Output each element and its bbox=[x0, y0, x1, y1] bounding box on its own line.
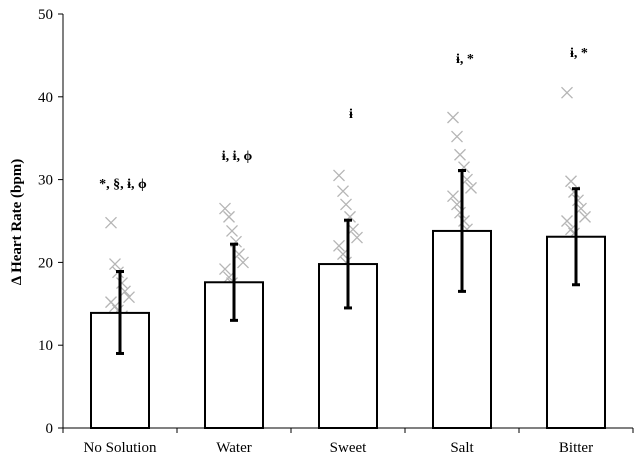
data-point-marker bbox=[458, 215, 470, 227]
data-point-marker bbox=[451, 130, 463, 143]
data-point-marker bbox=[226, 224, 238, 237]
data-point-marker bbox=[465, 181, 477, 194]
data-point-marker bbox=[333, 169, 345, 182]
significance-annotation: *, §, ɨ, ϕ bbox=[99, 177, 147, 192]
data-point-marker bbox=[454, 148, 466, 161]
y-tick-label: 0 bbox=[46, 421, 54, 437]
data-point-marker bbox=[579, 210, 591, 223]
bars bbox=[90, 229, 606, 429]
data-point-marker bbox=[237, 256, 249, 269]
annotations: *, §, ɨ, ϕ ɨ, ɨ, ϕ ɨ ɨ, * ɨ, * bbox=[99, 46, 588, 192]
data-point-marker bbox=[565, 175, 577, 188]
data-point-marker bbox=[337, 185, 349, 198]
error-bars bbox=[116, 168, 580, 355]
significance-annotation: ɨ, * bbox=[570, 46, 588, 61]
significance-annotation: ɨ, * bbox=[456, 52, 474, 67]
data-point-marker bbox=[105, 216, 117, 229]
data-point-marker bbox=[351, 231, 363, 244]
data-point-marker bbox=[219, 263, 231, 275]
significance-annotation: ɨ bbox=[349, 107, 353, 122]
y-tick-label: 50 bbox=[38, 7, 53, 23]
data-point-marker bbox=[572, 194, 584, 207]
x-tick-label: Bitter bbox=[559, 440, 593, 456]
y-tick-label: 30 bbox=[38, 173, 53, 189]
data-point-marker bbox=[447, 190, 459, 203]
x-tick-label: Sweet bbox=[330, 440, 367, 456]
x-tick-label: Salt bbox=[450, 440, 474, 456]
y-tick-label: 40 bbox=[38, 90, 53, 106]
data-point-marker bbox=[340, 198, 352, 211]
data-point-marker bbox=[333, 239, 345, 252]
data-point-marker bbox=[561, 86, 573, 99]
axes: 0 10 20 30 40 50 No Solution Water Sweet Salt Bitt… bbox=[38, 7, 634, 456]
x-tick-label: No Solution bbox=[84, 440, 157, 456]
data-point-marker bbox=[454, 206, 466, 219]
data-point-marker bbox=[447, 111, 459, 124]
data-point-marker bbox=[561, 215, 573, 227]
y-tick-label: 10 bbox=[38, 338, 53, 354]
y-tick-label: 20 bbox=[38, 255, 53, 271]
data-point-marker bbox=[109, 258, 121, 271]
data-point-marker bbox=[223, 210, 235, 223]
x-tick-label: Water bbox=[216, 440, 251, 456]
data-point-marker bbox=[116, 277, 128, 290]
y-axis-label: Δ Heart Rate (bpm) bbox=[9, 159, 25, 285]
data-point-marker bbox=[123, 291, 135, 304]
significance-annotation: ɨ, ɨ, ϕ bbox=[222, 149, 253, 164]
data-point-marker bbox=[219, 202, 231, 215]
